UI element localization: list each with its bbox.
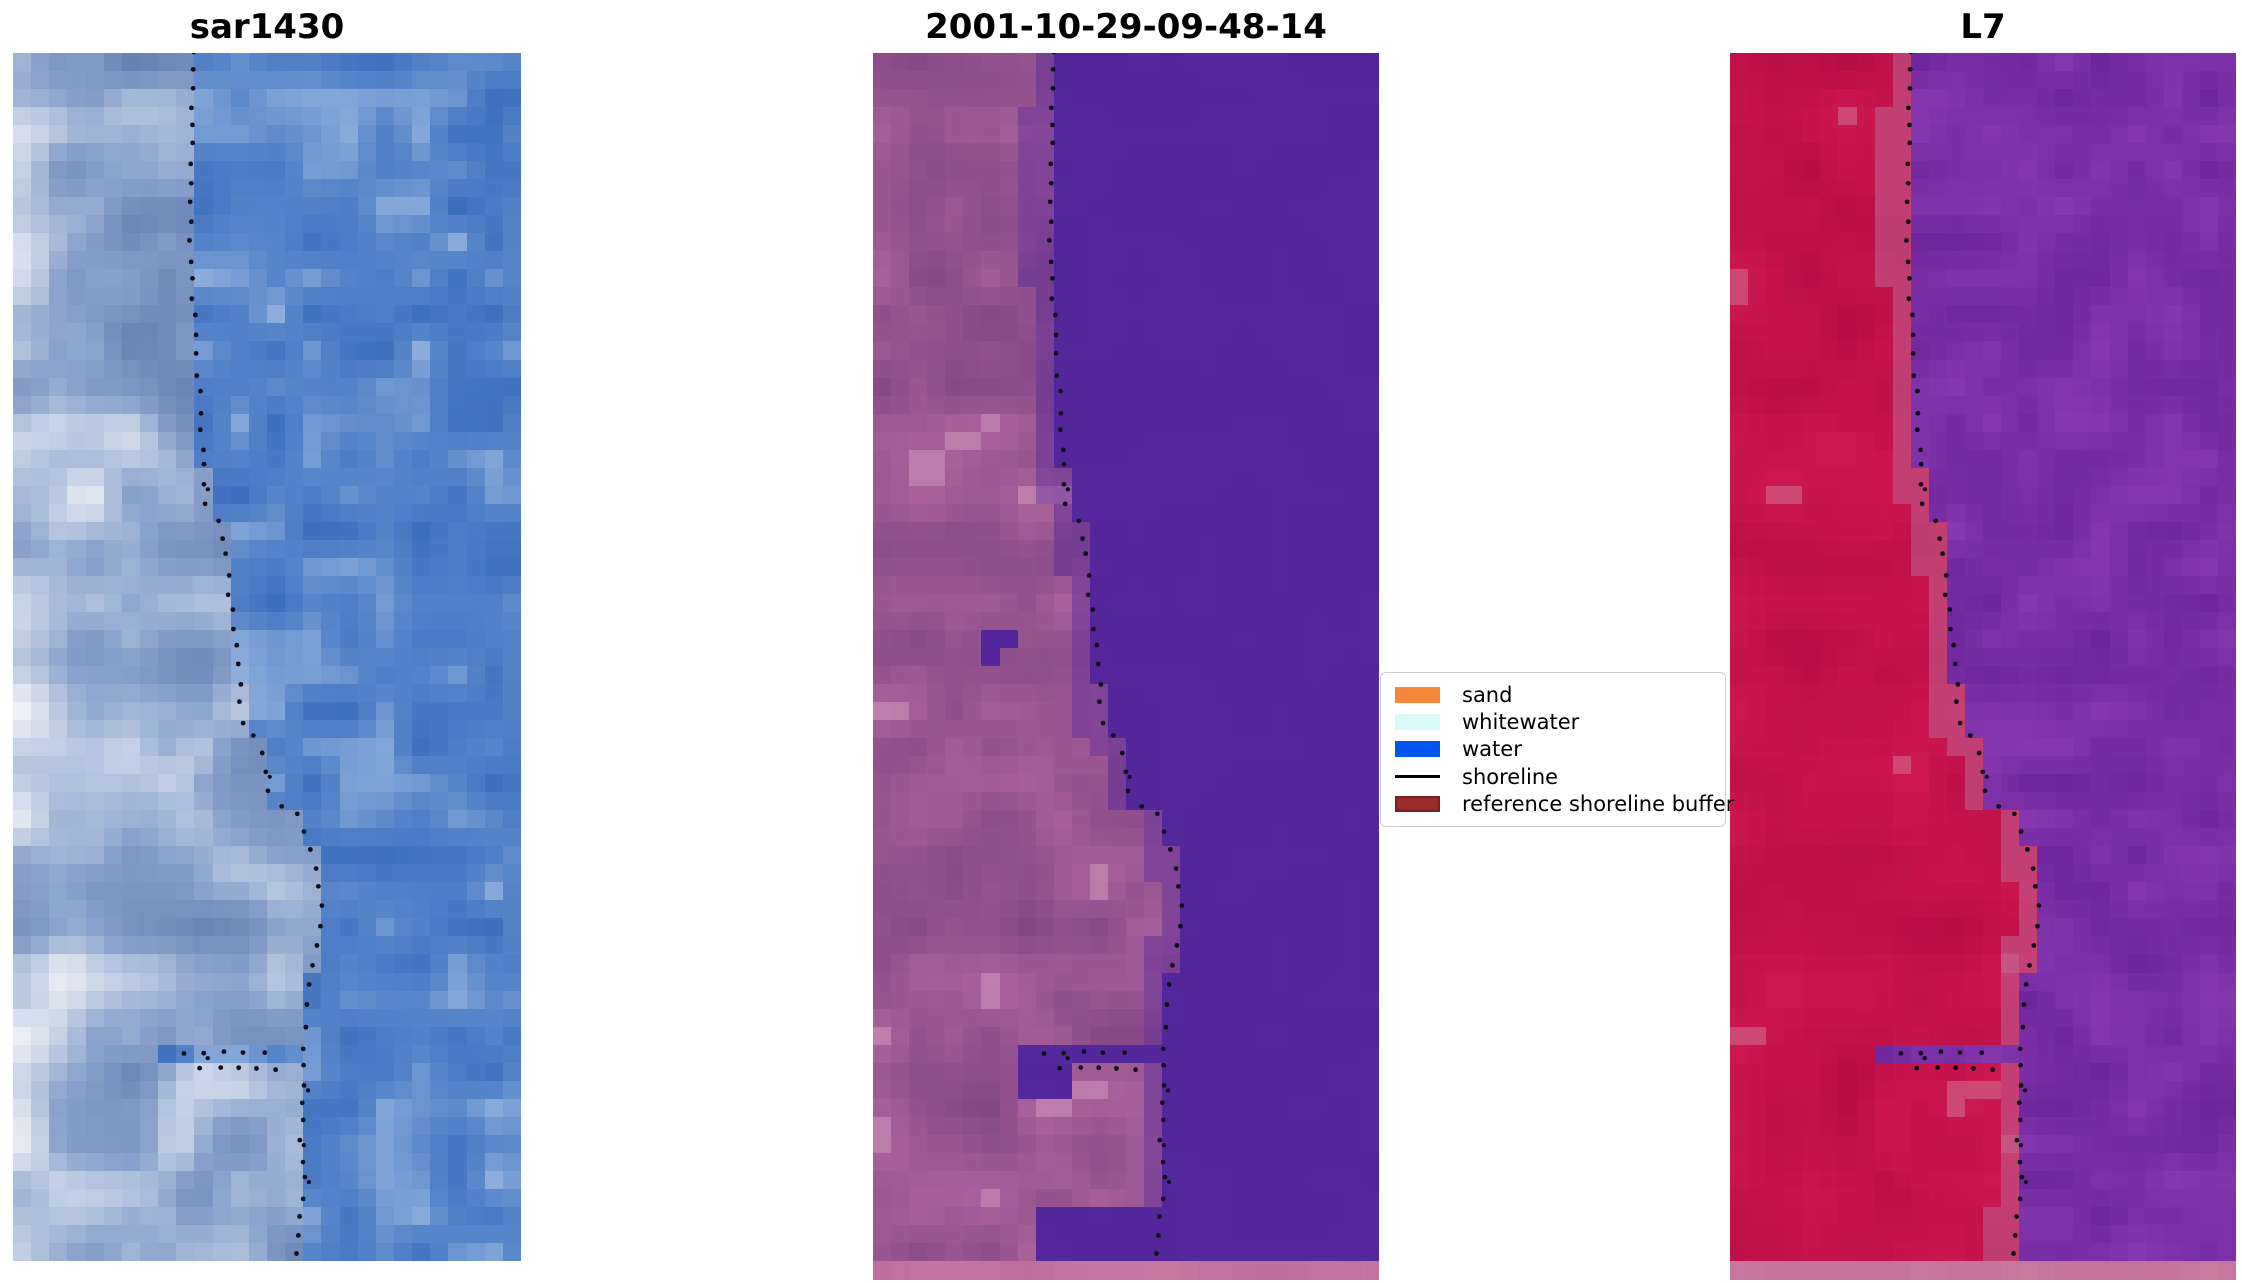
legend-item-reference-buffer: reference shoreline buffer <box>1395 791 1734 817</box>
panel-image-l7 <box>1730 53 2236 1280</box>
panel-image-classified <box>873 53 1379 1280</box>
legend-label-shoreline: shoreline <box>1462 764 1559 789</box>
legend-item-water: water <box>1395 736 1711 762</box>
legend-label-reference-buffer: reference shoreline buffer <box>1462 792 1735 817</box>
whitewater-swatch-icon <box>1395 714 1440 731</box>
legend-item-sand: sand <box>1395 682 1711 708</box>
panel-title-l7: L7 <box>1960 7 2006 47</box>
legend-label-whitewater: whitewater <box>1462 710 1580 735</box>
sand-swatch-icon <box>1395 686 1440 703</box>
legend: sand whitewater water shoreline referenc… <box>1380 672 1734 827</box>
reference-buffer-swatch-icon <box>1395 796 1440 813</box>
legend-item-shoreline: shoreline <box>1395 764 1711 790</box>
panel-image-sar1430 <box>13 53 521 1261</box>
legend-label-water: water <box>1462 737 1522 762</box>
shoreline-line-icon <box>1395 775 1440 779</box>
legend-label-sand: sand <box>1462 682 1513 707</box>
water-swatch-icon <box>1395 741 1440 758</box>
panel-title-timestamp: 2001-10-29-09-48-14 <box>925 7 1327 47</box>
legend-item-whitewater: whitewater <box>1395 709 1711 735</box>
panel-title-sar1430: sar1430 <box>189 7 345 47</box>
